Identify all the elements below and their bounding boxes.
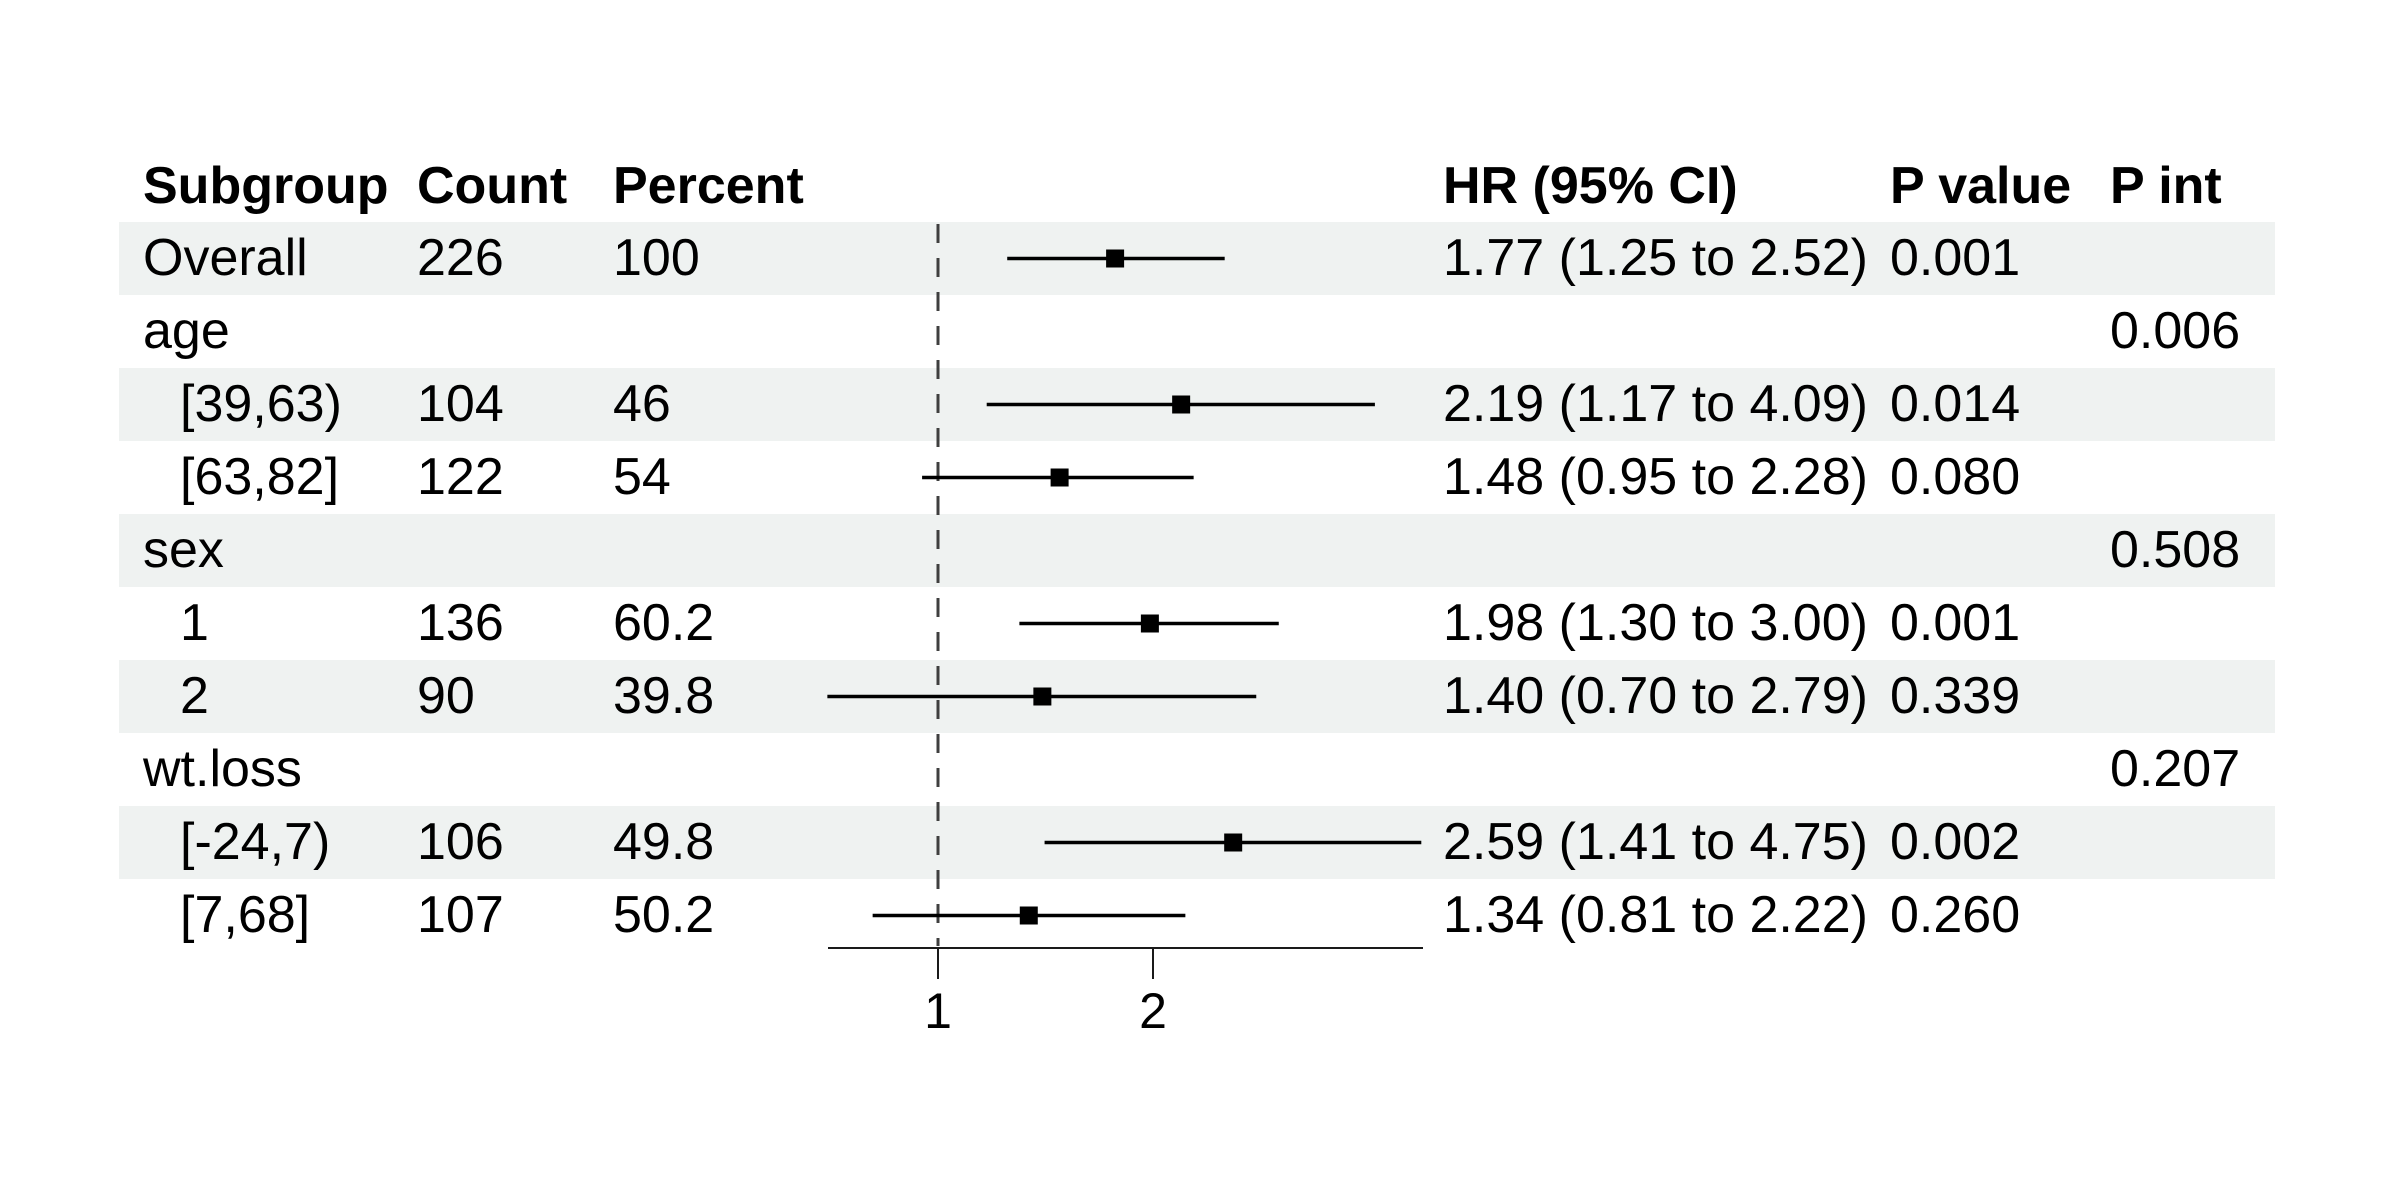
p-int-value: 0.006 [2110,302,2241,360]
subgroup-label: [39,63) [180,375,342,433]
table-row: 1 136 60.2 1.98 (1.30 to 3.00) 0.001 [119,587,2275,660]
subgroup-label: age [143,302,230,360]
p-value: 0.260 [1890,886,2021,944]
percent-value: 39.8 [613,667,715,725]
column-header-percent: Percent [613,157,804,215]
p-value: 0.080 [1890,448,2021,506]
percent-value: 60.2 [613,594,715,652]
table-row: 2 90 39.8 1.40 (0.70 to 2.79) 0.339 [119,660,2275,733]
subgroup-label: [7,68] [180,886,311,944]
subgroup-label: [63,82] [180,448,340,506]
table-row: [7,68] 107 50.2 1.34 (0.81 to 2.22) 0.26… [119,879,2275,952]
subgroup-label: [-24,7) [180,813,331,871]
subgroup-label: 2 [180,667,209,725]
subgroup-label: sex [143,521,224,579]
table-row: Overall 226 100 1.77 (1.25 to 2.52) 0.00… [119,222,2275,295]
column-header-subgroup: Subgroup [143,157,389,215]
percent-value: 49.8 [613,813,715,871]
count-value: 136 [417,594,504,652]
x-tick-label: 1 [924,983,952,1039]
table-row: [63,82] 122 54 1.48 (0.95 to 2.28) 0.080 [119,441,2275,514]
p-int-value: 0.508 [2110,521,2241,579]
subgroup-label: Overall [143,229,308,287]
p-value: 0.001 [1890,229,2021,287]
subgroup-label: wt.loss [143,740,302,798]
count-value: 226 [417,229,504,287]
column-header-hr-ci: HR (95% CI) [1443,157,1738,215]
hr-ci-value: 1.77 (1.25 to 2.52) [1443,229,1868,287]
count-value: 106 [417,813,504,871]
p-value: 0.014 [1890,375,2021,433]
count-value: 104 [417,375,504,433]
column-header-p-value: P value [1890,157,2072,215]
hr-ci-value: 1.40 (0.70 to 2.79) [1443,667,1868,725]
subgroup-label: 1 [180,594,209,652]
p-value: 0.339 [1890,667,2021,725]
p-int-value: 0.207 [2110,740,2241,798]
percent-value: 54 [613,448,671,506]
hr-ci-value: 1.48 (0.95 to 2.28) [1443,448,1868,506]
hr-ci-value: 2.19 (1.17 to 4.09) [1443,375,1868,433]
p-value: 0.001 [1890,594,2021,652]
table-row: sex 0.508 [119,514,2275,587]
table-row: [-24,7) 106 49.8 2.59 (1.41 to 4.75) 0.0… [119,806,2275,879]
column-header-count: Count [417,157,568,215]
hr-ci-value: 2.59 (1.41 to 4.75) [1443,813,1868,871]
x-tick-label: 2 [1139,983,1167,1039]
table-row: wt.loss 0.207 [119,733,2275,806]
hr-ci-value: 1.98 (1.30 to 3.00) [1443,594,1868,652]
percent-value: 100 [613,229,700,287]
hr-ci-value: 1.34 (0.81 to 2.22) [1443,886,1868,944]
count-value: 107 [417,886,504,944]
percent-value: 50.2 [613,886,715,944]
table-row: age 0.006 [119,295,2275,368]
p-value: 0.002 [1890,813,2021,871]
count-value: 90 [417,667,475,725]
column-header-p-int: P int [2110,157,2222,215]
percent-value: 46 [613,375,671,433]
table-row: [39,63) 104 46 2.19 (1.17 to 4.09) 0.014 [119,368,2275,441]
count-value: 122 [417,448,504,506]
